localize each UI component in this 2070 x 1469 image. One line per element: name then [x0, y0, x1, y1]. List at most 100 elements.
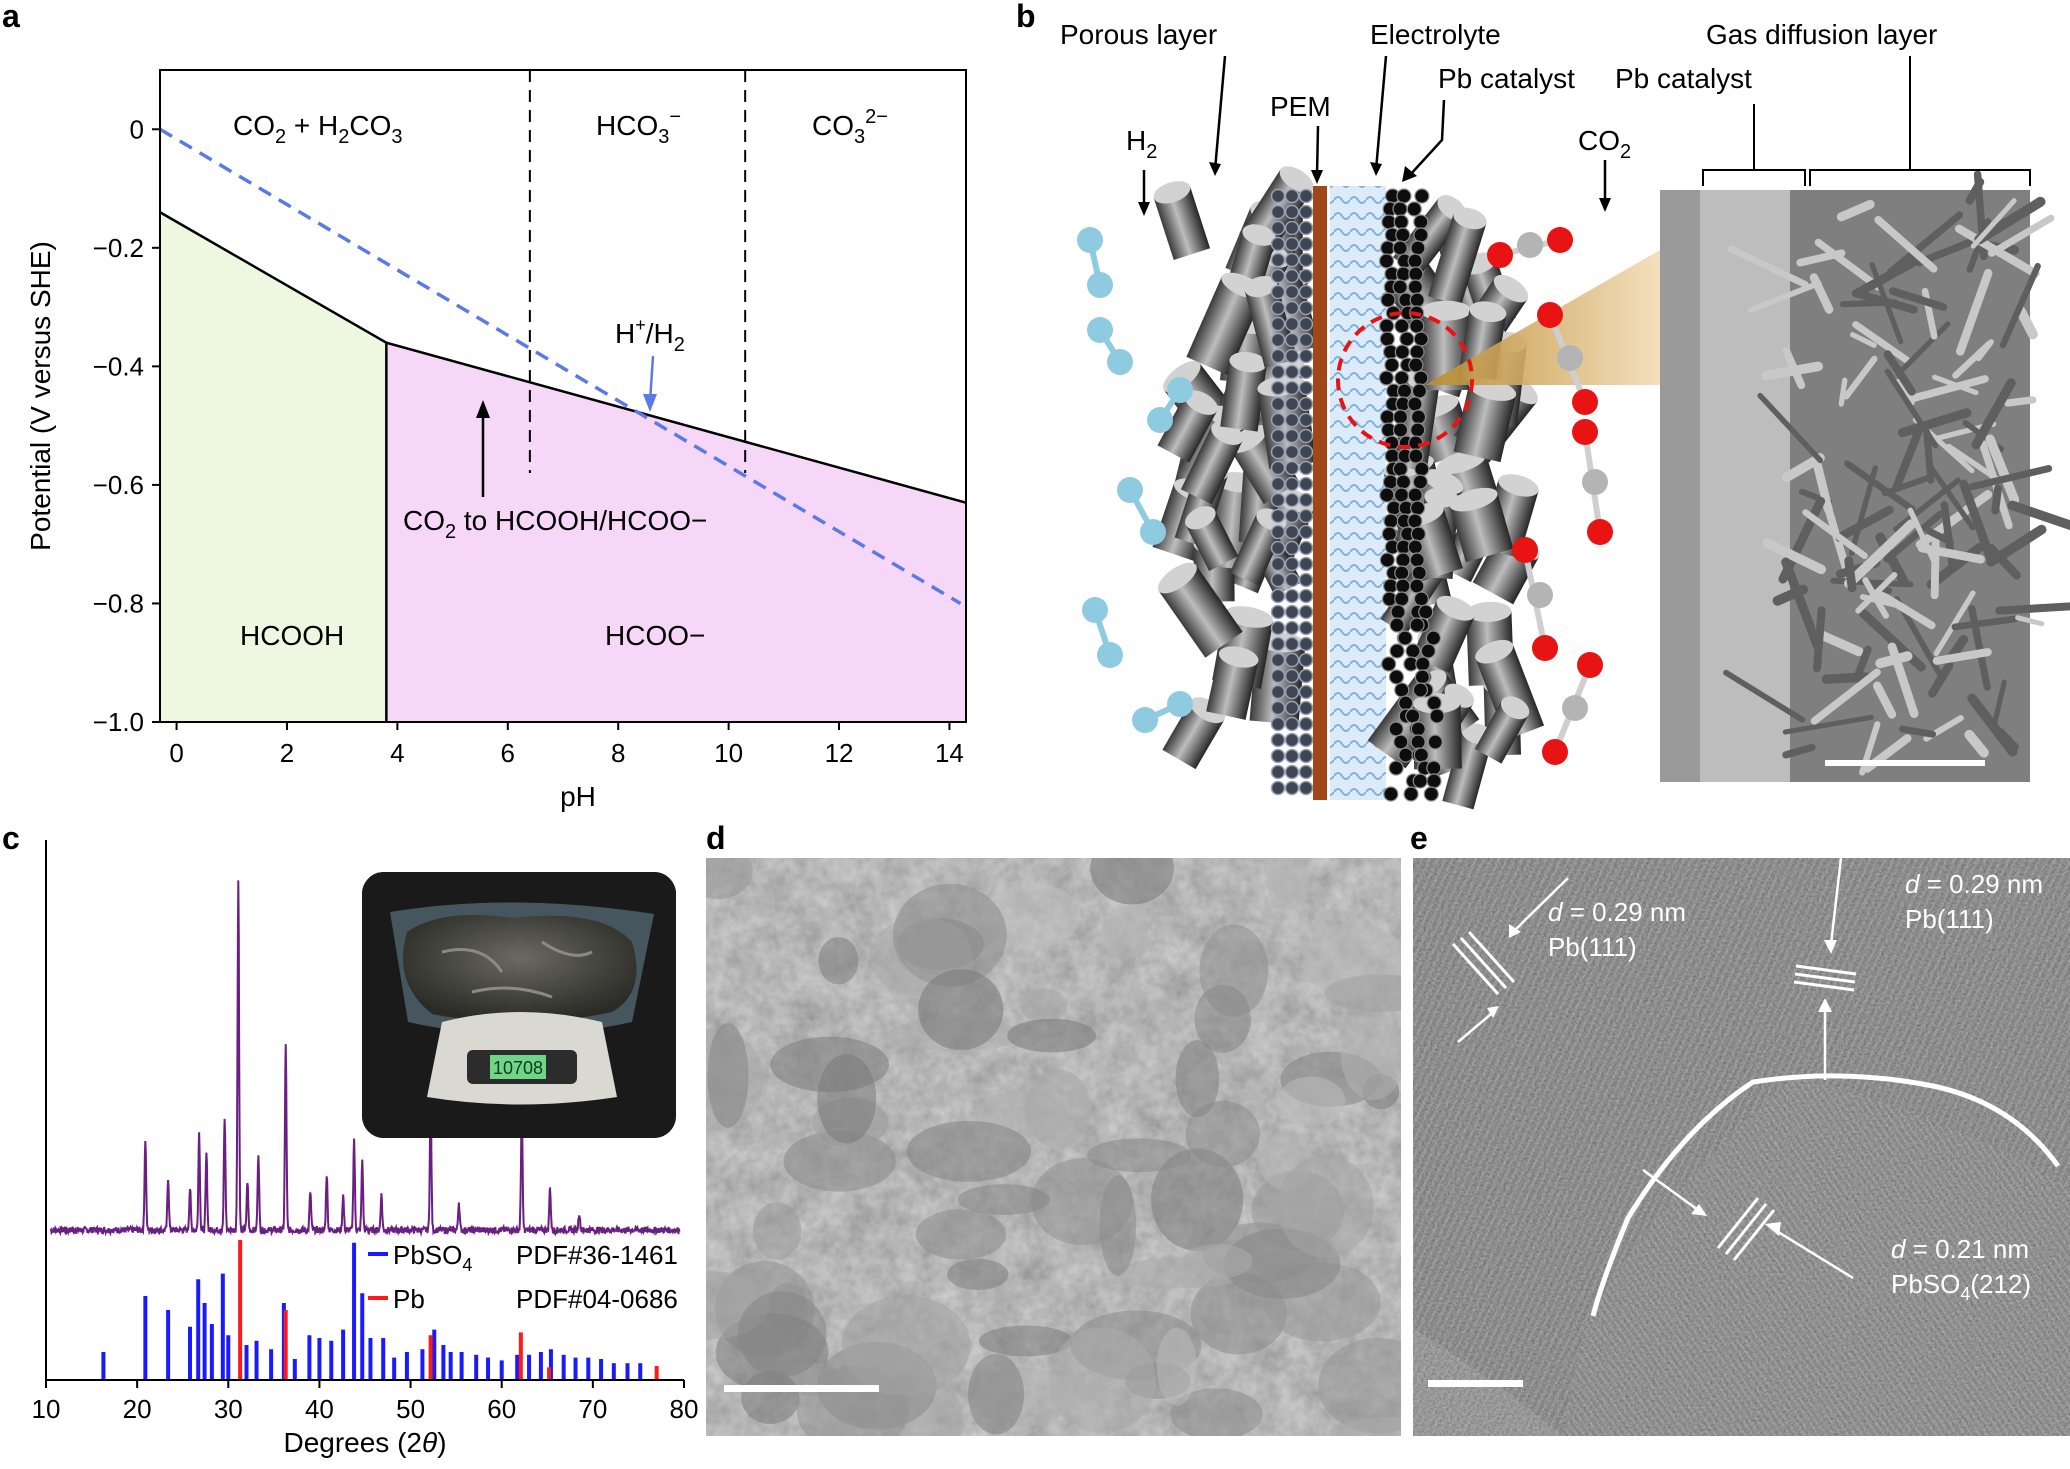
sem-particle [841, 1295, 971, 1396]
y-tick-label: −0.6 [93, 470, 144, 500]
porous-sphere [1270, 620, 1286, 636]
pb-catalyst-particle [1407, 253, 1423, 269]
sem-fiber [1974, 196, 2046, 245]
sem-particle [1048, 1327, 1157, 1434]
sem-fiber [1995, 602, 2070, 615]
pb-catalyst-particle [1410, 422, 1426, 438]
legend-label-pbso4: PbSO4 [393, 1240, 472, 1275]
pb-catalyst-particle [1392, 422, 1409, 438]
sem-fiber [1727, 245, 1809, 288]
pb-catalyst-particle [1378, 253, 1395, 269]
porous-sphere [1284, 604, 1300, 620]
pb-catalyst-particle [1379, 318, 1395, 334]
h2-molecule [1132, 691, 1193, 733]
porous-sphere [1270, 668, 1286, 684]
sem-particle [817, 1054, 877, 1144]
sem-fiber [1991, 484, 2002, 515]
sem-fiber [1883, 510, 1944, 563]
sem-particle [906, 1120, 1032, 1182]
legend-pdf-pbso4: PDF#36-1461 [516, 1240, 678, 1270]
sem-particle [737, 1291, 827, 1378]
sem-fiber [1959, 479, 1996, 564]
porous-sphere [1284, 188, 1300, 204]
porous-sphere [1298, 444, 1314, 460]
panel-letter-d: d [706, 820, 726, 856]
pb-catalyst-particle [1411, 565, 1427, 581]
sem-fiber [1843, 355, 1878, 400]
sem-fiber [1843, 519, 1917, 589]
sem-particle [741, 1370, 800, 1425]
porous-sphere [1298, 364, 1314, 380]
sem-fiber [1852, 645, 1872, 683]
porous-sphere [1284, 284, 1300, 300]
pb-catalyst-particle [1406, 201, 1422, 217]
pointer-arrow-heads [1138, 162, 1611, 216]
pb-catalyst-particle [1392, 461, 1408, 477]
porous-sphere [1298, 396, 1314, 412]
label-d1-plane: Pb(111) [1548, 932, 1637, 962]
y-tick-label: −0.4 [93, 351, 144, 381]
sem-particle [915, 1209, 1007, 1260]
sem-fiber [1761, 361, 1823, 381]
sem-particle [752, 1202, 802, 1260]
sem-fiber [2007, 500, 2070, 531]
pb-catalyst-particle [1389, 643, 1405, 659]
sem-fiber [1986, 524, 2047, 567]
porous-sphere [1298, 492, 1314, 508]
porous-sphere [1284, 716, 1300, 732]
pb-catalyst-particle [1409, 318, 1425, 334]
porous-sphere [1298, 220, 1314, 236]
pb-catalyst-particle [1407, 513, 1423, 529]
sem-particle [1277, 1154, 1374, 1259]
reduction-arrow-head [476, 400, 490, 418]
pb-catalyst-particle [1409, 292, 1425, 308]
pb-catalyst-particle [1407, 539, 1423, 555]
c-x-tick-label: 40 [305, 1394, 334, 1424]
pb-catalyst-particle [1409, 578, 1425, 594]
sem-fiber [1926, 527, 1955, 546]
sem-fiber [1897, 408, 1972, 438]
c-x-tick-label: 60 [487, 1394, 516, 1424]
pb-catalyst-particle [1384, 448, 1400, 464]
pb-catalyst-particle [1405, 643, 1421, 659]
porous-sphere [1284, 556, 1300, 572]
pb-catalyst-particle [1382, 474, 1399, 490]
porous-sphere [1298, 556, 1314, 572]
porous-sphere [1284, 444, 1300, 460]
porous-sphere [1284, 588, 1300, 604]
grain-boundary [1590, 1073, 2061, 1317]
pb-catalyst-particle [1413, 331, 1429, 347]
pb-catalyst-particle [1410, 721, 1426, 737]
pb-catalyst-particle [1395, 227, 1411, 243]
pb-catalyst-particle [1413, 591, 1429, 607]
pb-catalyst-particle [1412, 773, 1428, 789]
label-co2: CO2 [1578, 125, 1631, 163]
pb-catalyst-particle [1413, 370, 1429, 386]
panel-letter-a: a [2, 0, 20, 34]
h2-molecule [1147, 377, 1193, 433]
porous-sphere [1284, 732, 1300, 748]
sem-brackets [1702, 56, 2031, 186]
porous-sphere [1284, 236, 1300, 252]
sem-particle [783, 1130, 896, 1192]
sem-particle [986, 883, 1081, 949]
porous-sphere [1298, 188, 1314, 204]
pb-catalyst-particle [1395, 474, 1411, 490]
porous-sphere [1270, 556, 1286, 572]
porous-sphere [1270, 444, 1286, 460]
panel-a-chart: 0 2 4 6 8 10 12 14 0 −0.2 −0.4 −0.6 −0.8 −1.0 HCOOH H… [25, 69, 967, 812]
sem-fiber [1955, 268, 1993, 356]
porous-sphere [1270, 364, 1286, 380]
sem-fiber [1965, 177, 1985, 205]
pb-catalyst-particle [1378, 370, 1395, 386]
sem-fiber [1940, 501, 1957, 573]
sem-fiber [1933, 590, 1976, 657]
sem-fiber [1848, 465, 1878, 556]
sem-image-d [706, 858, 1401, 1436]
label-co2-reduction: CO2 to HCOOH/HCOO− [403, 505, 707, 543]
gdl-fiber [1428, 207, 1487, 307]
pb-catalyst-particle [1427, 734, 1443, 750]
pb-catalyst-particle [1397, 630, 1413, 646]
porous-sphere [1284, 684, 1300, 700]
pb-catalyst-particle [1408, 435, 1424, 451]
